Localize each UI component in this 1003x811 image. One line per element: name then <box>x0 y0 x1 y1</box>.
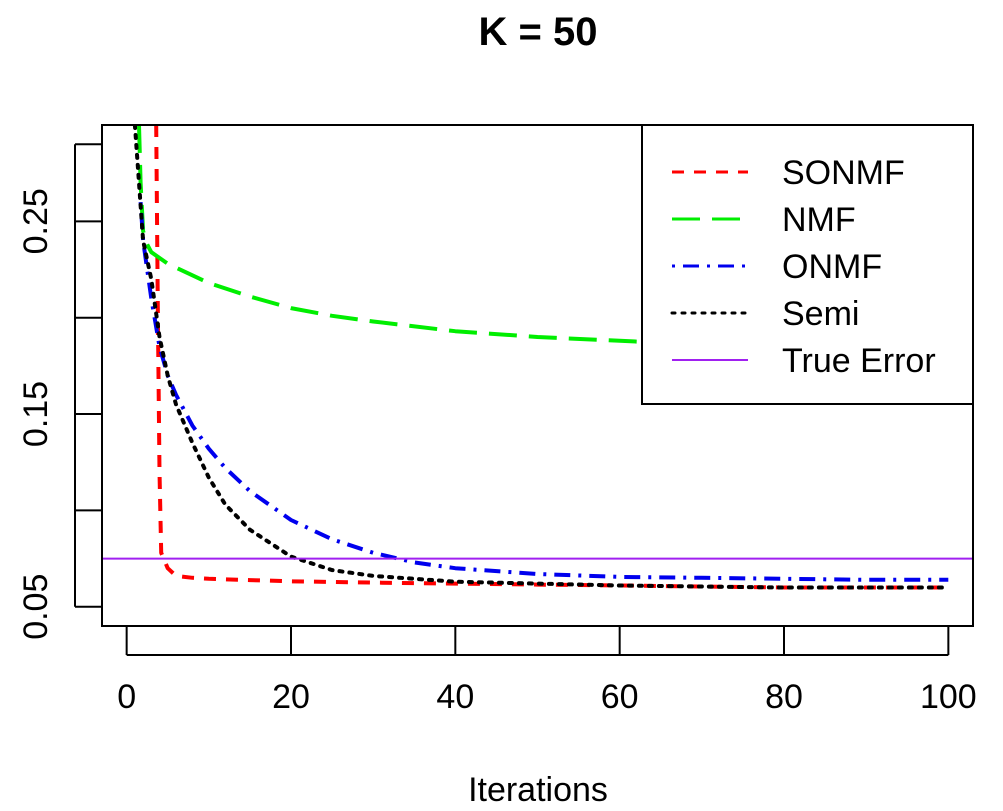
y-tick-label: 0.05 <box>17 574 55 640</box>
series-line-nmf <box>137 125 661 345</box>
legend: SONMF NMF ONMF Semi True Error <box>641 124 974 405</box>
legend-label: SONMF <box>782 154 905 192</box>
legend-label: Semi <box>782 295 859 333</box>
series-line-semi <box>132 125 951 590</box>
x-tick-label: 20 <box>272 678 310 716</box>
x-tick-label: 0 <box>117 678 136 716</box>
series-layer <box>102 125 973 590</box>
legend-label: ONMF <box>782 248 882 286</box>
chart-title: K = 50 <box>479 10 598 54</box>
y-tick-label: 0.25 <box>17 188 55 254</box>
axis-layer: 0 20 40 60 80 100 0.05 0.15 0.25 <box>17 143 977 716</box>
x-tick-label: 100 <box>920 678 977 716</box>
legend-label: NMF <box>782 201 856 239</box>
x-tick-label: 60 <box>601 678 639 716</box>
legend-label: True Error <box>782 342 936 380</box>
x-tick-label: 40 <box>436 678 474 716</box>
x-axis-label: Iterations <box>468 771 608 809</box>
x-tick-label: 80 <box>765 678 803 716</box>
series-line-sonmf <box>154 125 949 590</box>
y-tick-label: 0.15 <box>17 381 55 447</box>
